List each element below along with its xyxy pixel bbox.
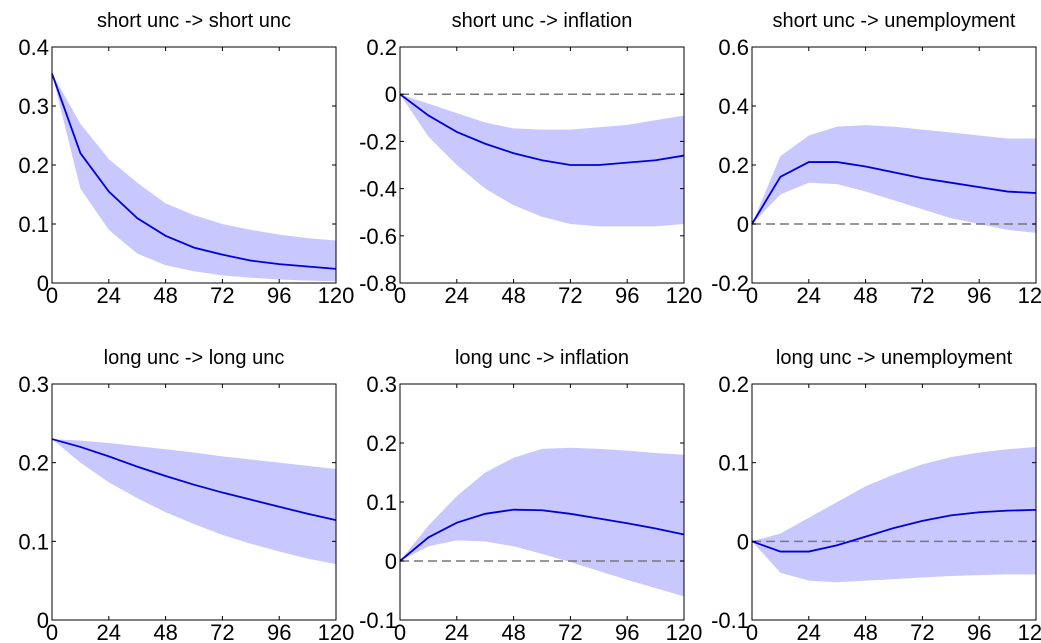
y-tick-label: 0.6: [718, 35, 749, 60]
x-tick-label: 120: [1018, 283, 1041, 308]
y-tick-label: -0.1: [711, 608, 749, 633]
x-tick-label: 0: [46, 283, 58, 308]
y-tick-label: 0.3: [18, 372, 49, 397]
y-tick-label: 0.3: [366, 372, 397, 397]
panel-title: short unc -> short unc: [97, 10, 291, 32]
x-tick-label: 24: [797, 283, 821, 308]
x-tick-label: 96: [967, 283, 991, 308]
y-tick-label: 0: [385, 549, 397, 574]
x-tick-label: 48: [153, 620, 177, 643]
confidence-band: [52, 439, 336, 565]
confidence-band: [52, 73, 336, 282]
y-tick-label: 0.1: [18, 529, 49, 554]
panel-title: long unc -> inflation: [455, 347, 629, 369]
y-tick-label: 0.2: [18, 451, 49, 476]
y-tick-label: 0: [385, 82, 397, 107]
x-tick-label: 48: [853, 283, 877, 308]
y-tick-label: 0: [737, 212, 749, 237]
panel-title: short unc -> inflation: [452, 10, 633, 32]
x-tick-label: 120: [666, 283, 703, 308]
x-tick-label: 0: [394, 620, 406, 643]
y-tick-label: 0: [37, 271, 49, 296]
y-tick-label: -0.2: [359, 129, 397, 154]
axes-box: [751, 383, 1037, 621]
y-tick-label: 0.1: [366, 490, 397, 515]
x-tick-label: 96: [967, 620, 991, 643]
x-tick-label: 0: [394, 283, 406, 308]
y-tick-label: 0.4: [18, 35, 49, 60]
y-tick-label: 0.1: [718, 451, 749, 476]
panel-title: short unc -> unemployment: [773, 10, 1016, 32]
x-tick-label: 48: [853, 620, 877, 643]
x-tick-label: 96: [267, 620, 291, 643]
x-tick-label: 72: [910, 283, 934, 308]
axes-box: [51, 383, 337, 621]
x-tick-label: 24: [97, 620, 121, 643]
x-tick-label: 24: [445, 620, 469, 643]
x-tick-label: 96: [615, 620, 639, 643]
x-tick-label: 48: [501, 283, 525, 308]
y-tick-label: -0.6: [359, 224, 397, 249]
panel-title: long unc -> unemployment: [776, 347, 1013, 369]
x-tick-label: 24: [97, 283, 121, 308]
response-line: [399, 508, 685, 562]
x-tick-label: 72: [910, 620, 934, 643]
response-line: [751, 161, 1037, 225]
y-tick-label: 0.2: [18, 153, 49, 178]
response-line: [751, 508, 1037, 553]
y-tick-label: 0: [737, 529, 749, 554]
x-tick-label: 96: [267, 283, 291, 308]
x-tick-label: 0: [746, 620, 758, 643]
panel-title: long unc -> long unc: [104, 347, 285, 369]
y-tick-label: -0.2: [711, 271, 749, 296]
x-tick-label: 48: [501, 620, 525, 643]
y-tick-label: 0.2: [718, 372, 749, 397]
x-tick-label: 0: [46, 620, 58, 643]
x-tick-label: 72: [210, 283, 234, 308]
confidence-band: [400, 447, 684, 597]
y-tick-label: -0.1: [359, 608, 397, 633]
x-tick-label: 48: [153, 283, 177, 308]
confidence-band: [752, 125, 1036, 233]
y-tick-label: 0.2: [366, 35, 397, 60]
x-tick-label: 24: [797, 620, 821, 643]
axes-box: [399, 46, 685, 284]
y-tick-label: 0.2: [366, 431, 397, 456]
y-tick-label: -0.4: [359, 177, 397, 202]
x-tick-label: 72: [558, 283, 582, 308]
x-tick-label: 72: [558, 620, 582, 643]
x-tick-label: 72: [210, 620, 234, 643]
confidence-band: [752, 446, 1036, 583]
response-line: [51, 73, 337, 270]
response-line: [51, 438, 337, 521]
response-line: [399, 93, 685, 166]
x-tick-label: 0: [746, 283, 758, 308]
y-tick-label: 0.1: [18, 212, 49, 237]
x-tick-label: 96: [615, 283, 639, 308]
x-tick-label: 120: [318, 620, 355, 643]
y-tick-label: 0.2: [718, 153, 749, 178]
y-tick-label: 0.4: [718, 94, 749, 119]
x-tick-label: 120: [666, 620, 703, 643]
x-tick-label: 120: [1018, 620, 1041, 643]
x-tick-label: 24: [445, 283, 469, 308]
y-tick-label: 0: [37, 608, 49, 633]
y-tick-label: -0.8: [359, 271, 397, 296]
y-tick-label: 0.3: [18, 94, 49, 119]
x-tick-label: 120: [318, 283, 355, 308]
